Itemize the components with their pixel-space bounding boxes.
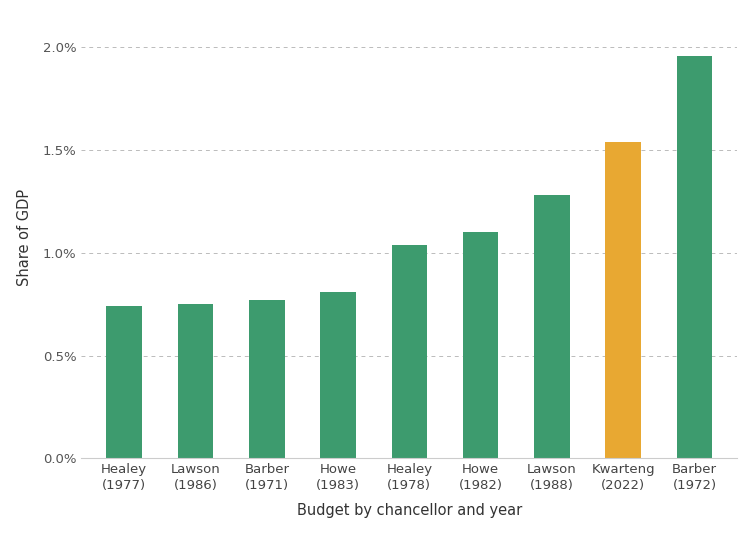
Bar [463,232,498,458]
Bar [534,195,570,458]
Bar [106,307,142,458]
Bar [677,56,713,458]
Bar [249,300,284,458]
X-axis label: Budget by chancellor and year: Budget by chancellor and year [297,503,522,518]
Bar [178,304,213,458]
Bar [391,244,428,458]
Bar [605,142,641,458]
Bar [320,292,356,458]
Y-axis label: Share of GDP: Share of GDP [17,189,32,286]
